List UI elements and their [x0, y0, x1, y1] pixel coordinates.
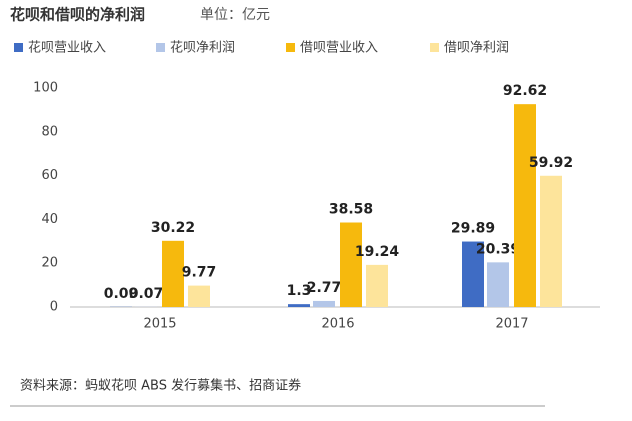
y-tick-label: 40 [41, 212, 58, 227]
legend-swatch [286, 43, 295, 52]
value-label: 19.24 [355, 244, 400, 260]
value-label: 0.07 [129, 286, 164, 302]
chart-title: 花呗和借呗的净利润 [10, 6, 145, 24]
y-tick-label: 80 [41, 124, 58, 139]
value-label: 1.3 [287, 283, 312, 299]
value-label: 9.77 [182, 265, 217, 281]
bar [540, 175, 562, 307]
value-label: 29.89 [451, 221, 495, 237]
legend-label: 花呗净利润 [170, 40, 235, 56]
bar [487, 262, 509, 307]
x-tick-label: 2015 [143, 317, 176, 332]
y-tick-label: 20 [41, 256, 58, 271]
bar [313, 300, 335, 307]
bar [462, 241, 484, 307]
value-label: 59.92 [529, 155, 573, 171]
value-label: 0.09 [104, 286, 139, 302]
chart-subtitle: 单位：亿元 [200, 7, 270, 23]
value-label: 2.77 [307, 280, 342, 296]
bar [366, 264, 388, 307]
bar [340, 222, 362, 307]
value-label: 30.22 [151, 220, 195, 236]
bar [288, 304, 310, 307]
bar [162, 240, 184, 307]
value-label: 92.62 [503, 83, 547, 99]
source-note: 资料来源：蚂蚁花呗 ABS 发行募集书、招商证券 [20, 378, 301, 394]
legend-swatch [430, 43, 439, 52]
value-label: 20.39 [476, 241, 520, 257]
legend-label: 借呗净利润 [444, 41, 509, 56]
x-tick-label: 2017 [495, 317, 528, 332]
bar [514, 104, 536, 307]
legend-label: 借呗营业收入 [300, 41, 378, 56]
x-tick-label: 2016 [321, 317, 354, 332]
y-tick-label: 0 [50, 300, 58, 315]
legend-swatch [14, 43, 23, 52]
value-label: 38.58 [329, 202, 373, 218]
legend-swatch [156, 43, 165, 52]
y-tick-label: 100 [33, 81, 58, 96]
y-tick-label: 60 [41, 168, 58, 183]
bar [188, 285, 210, 307]
legend-label: 花呗营业收入 [28, 40, 106, 56]
